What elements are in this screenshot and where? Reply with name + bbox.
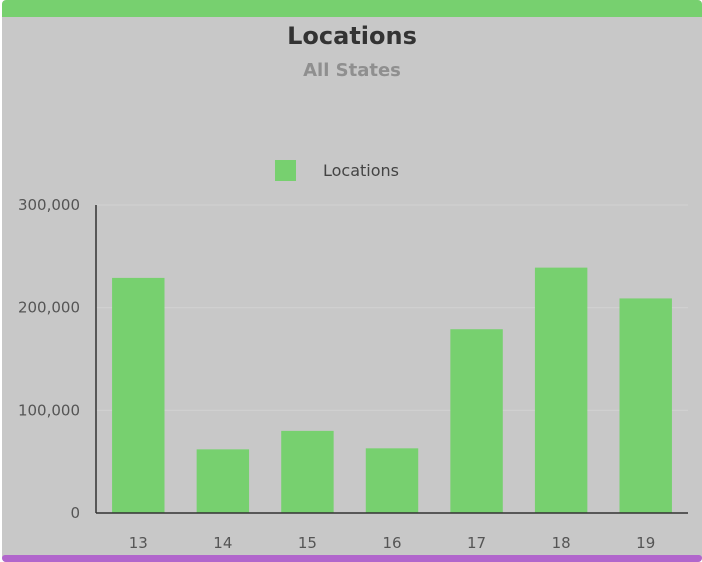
bar-17[interactable] (450, 329, 503, 513)
x-tick-label: 18 (552, 534, 571, 552)
bottom-accent-bar (2, 555, 702, 562)
legend[interactable]: Locations (275, 160, 399, 181)
chart-subtitle: All States (303, 60, 401, 81)
bar-15[interactable] (281, 430, 334, 513)
y-tick-label: 200,000 (18, 299, 80, 317)
y-tick-label: 100,000 (18, 401, 80, 419)
top-accent-bar (2, 0, 702, 17)
x-tick-label: 16 (382, 534, 401, 552)
y-tick-label: 0 (70, 504, 80, 522)
x-tick-label: 17 (467, 534, 486, 552)
bar-13[interactable] (112, 277, 165, 513)
x-tick-label: 14 (213, 534, 232, 552)
bar-16[interactable] (365, 448, 419, 513)
x-tick-label: 15 (298, 534, 317, 552)
y-tick-label: 300,000 (18, 196, 80, 214)
bar-14[interactable] (196, 449, 250, 513)
x-tick-label: 13 (129, 534, 148, 552)
bar-18[interactable] (534, 267, 588, 513)
legend-swatch[interactable] (275, 160, 296, 181)
y-tick-labels: 0 100,000 200,000 300,000 (18, 196, 80, 522)
axes (95, 205, 688, 514)
legend-label[interactable]: Locations (323, 161, 399, 180)
x-tick-labels: 13 14 15 16 17 18 19 (129, 534, 656, 552)
gridlines (96, 204, 688, 411)
x-tick-label: 19 (636, 534, 655, 552)
bars (112, 267, 672, 513)
bar-19[interactable] (619, 298, 672, 513)
chart-title: Locations (287, 22, 417, 50)
